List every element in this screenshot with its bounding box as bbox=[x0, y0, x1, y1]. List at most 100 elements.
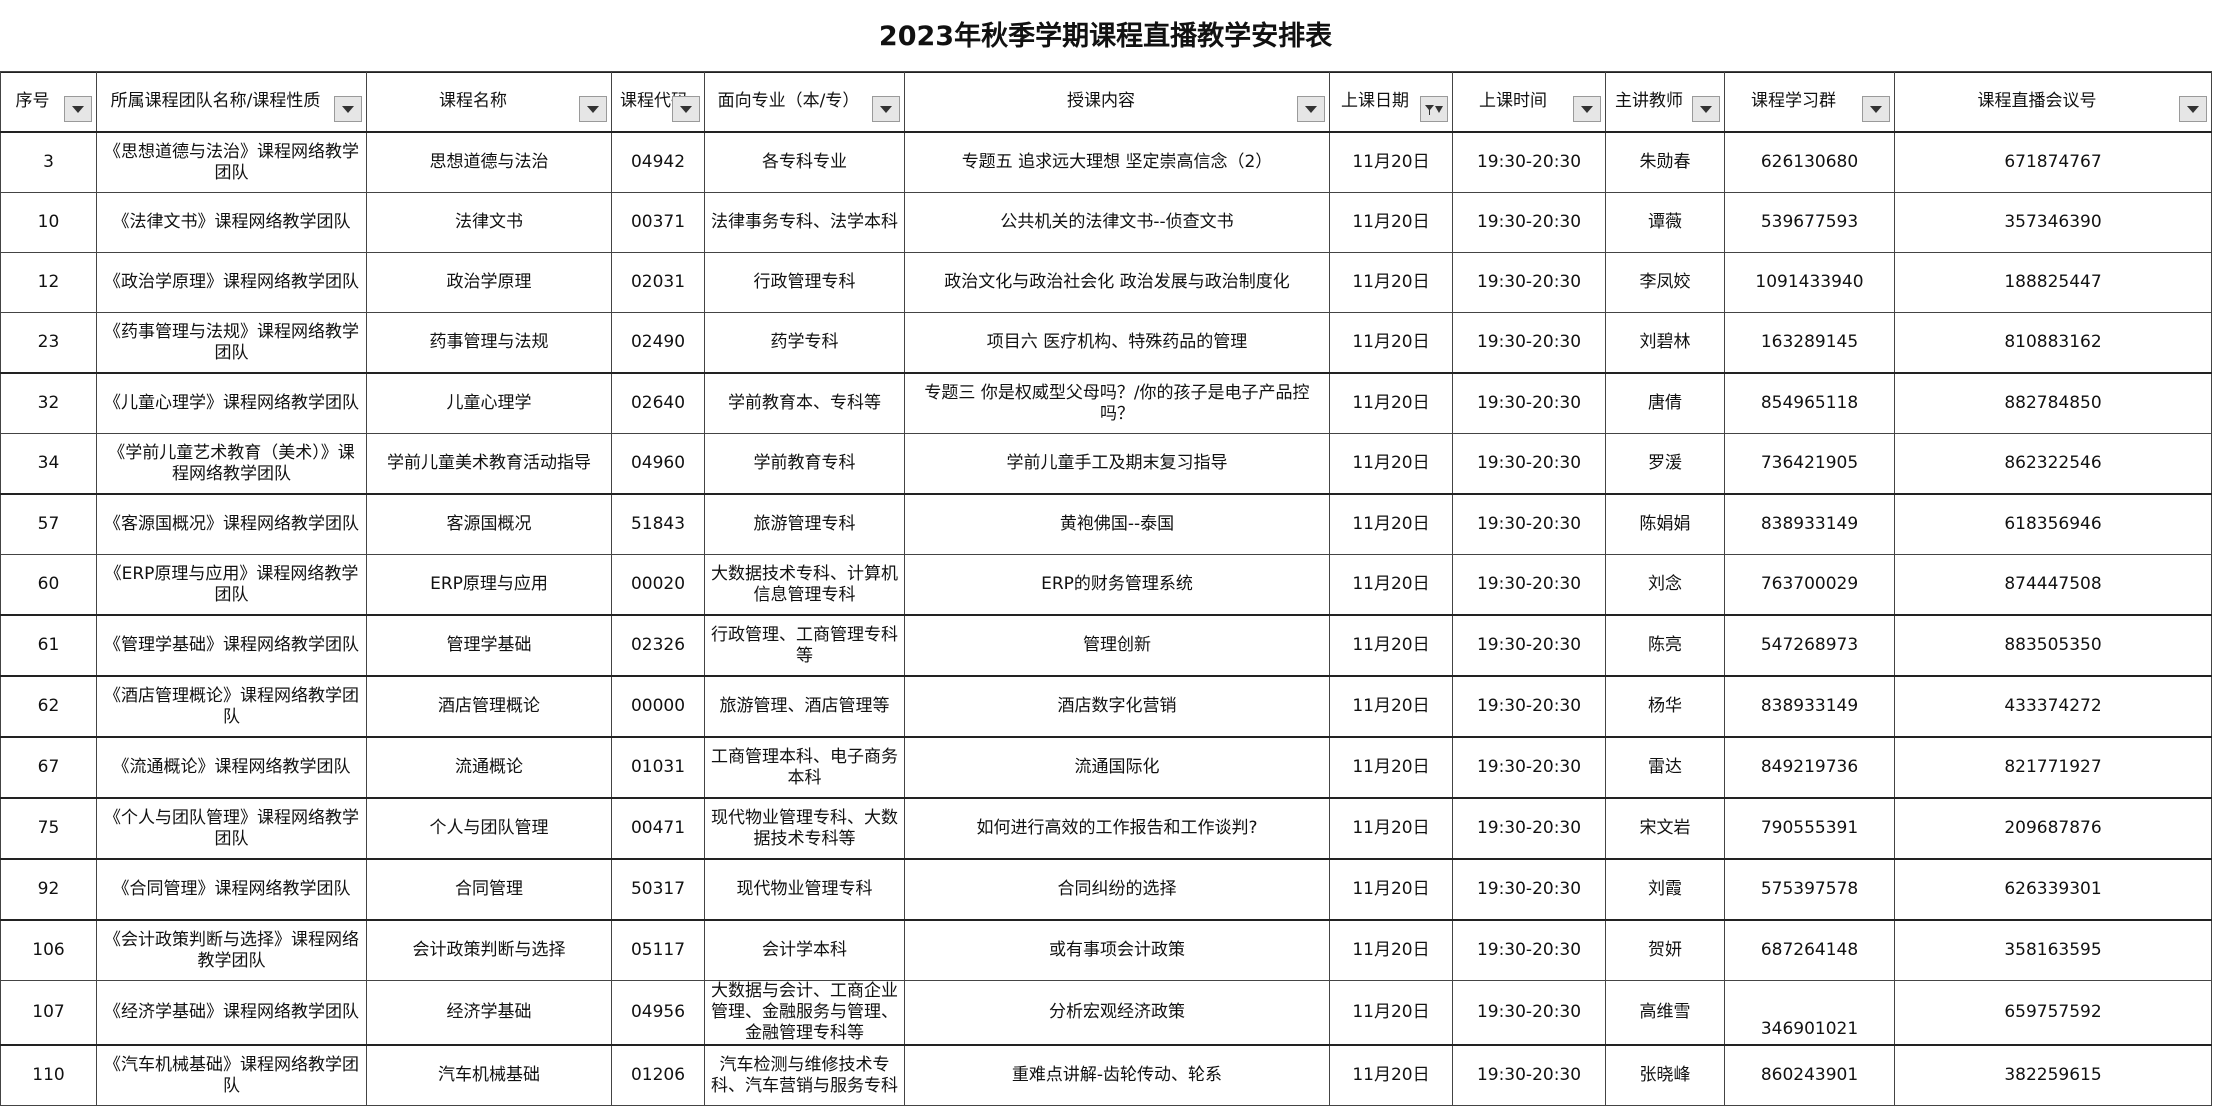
table-cell: 《药事管理与法规》课程网络教学团队 bbox=[96, 312, 367, 374]
table-cell: 547268973 bbox=[1724, 614, 1895, 677]
table-cell: 黄袍佛国--泰国 bbox=[904, 493, 1330, 555]
triangle bbox=[342, 106, 354, 113]
table-cell: 杨华 bbox=[1605, 675, 1725, 738]
table-cell: 药事管理与法规 bbox=[366, 312, 612, 374]
table-cell: 雷达 bbox=[1605, 736, 1725, 799]
table-cell: 838933149 bbox=[1724, 493, 1895, 555]
table-cell: 110 bbox=[0, 1044, 97, 1106]
sheet-title: 2023年秋季学期课程直播教学安排表 bbox=[0, 0, 2211, 73]
table-row: 92 《合同管理》课程网络教学团队 合同管理 50317 现代物业管理专科 合同纠纷的选择… bbox=[0, 858, 2212, 921]
table-cell: 687264148 bbox=[1724, 919, 1895, 981]
table-cell: 会计学本科 bbox=[704, 919, 905, 981]
table-cell: 92 bbox=[0, 858, 97, 921]
table-cell: 736421905 bbox=[1724, 433, 1895, 495]
table-cell: 《管理学基础》课程网络教学团队 bbox=[96, 614, 367, 677]
dropdown-button[interactable] bbox=[1573, 96, 1601, 122]
table-cell: 11月20日 bbox=[1329, 372, 1453, 434]
dropdown-button[interactable] bbox=[1297, 96, 1325, 122]
table-cell: 433374272 bbox=[1894, 675, 2212, 738]
table-row: 107 《经济学基础》课程网络教学团队 经济学基础 04956 大数据与会计、工商企业管… bbox=[0, 980, 2212, 1046]
table-cell: 874447508 bbox=[1894, 554, 2212, 616]
table-row: 12 《政治学原理》课程网络教学团队 政治学原理 02031 行政管理专科 政治文化与政治… bbox=[0, 252, 2212, 313]
table-cell: 51843 bbox=[611, 493, 705, 555]
table-cell: 19:30-20:30 bbox=[1452, 312, 1606, 374]
header-text: 主讲教师 bbox=[1615, 91, 1683, 111]
table-cell: 11月20日 bbox=[1329, 736, 1453, 799]
dropdown-button[interactable] bbox=[64, 96, 92, 122]
header-text: 课程直播会议号 bbox=[1977, 91, 2097, 111]
table-cell: 管理创新 bbox=[904, 614, 1330, 677]
dropdown-button[interactable] bbox=[1862, 96, 1890, 122]
dropdown-button[interactable] bbox=[672, 96, 700, 122]
table-cell: 357346390 bbox=[1894, 192, 2212, 253]
table-cell: 合同管理 bbox=[366, 858, 612, 921]
dropdown-icon bbox=[680, 106, 692, 113]
table-cell: 《思想道德与法治》课程网络教学团队 bbox=[96, 131, 367, 193]
dropdown-icon bbox=[1870, 106, 1882, 113]
table-cell: 合同纠纷的选择 bbox=[904, 858, 1330, 921]
dropdown-icon bbox=[2187, 106, 2199, 113]
table-cell: 19:30-20:30 bbox=[1452, 797, 1606, 860]
table-cell: 11月20日 bbox=[1329, 312, 1453, 374]
table-cell: 药学专科 bbox=[704, 312, 905, 374]
column-header: 课程名称 bbox=[366, 71, 612, 133]
triangle bbox=[2187, 106, 2199, 113]
table-cell: 管理学基础 bbox=[366, 614, 612, 677]
table-cell: 19:30-20:30 bbox=[1452, 131, 1606, 193]
table-cell: 3 bbox=[0, 131, 97, 193]
column-header: 面向专业（本/专） bbox=[704, 71, 905, 133]
table-cell: 810883162 bbox=[1894, 312, 2212, 374]
header-text: 课程名称 bbox=[439, 91, 507, 111]
table-cell: 行政管理、工商管理专科等 bbox=[704, 614, 905, 677]
table-cell: 《经济学基础》课程网络教学团队 bbox=[96, 980, 367, 1046]
table-cell: 00371 bbox=[611, 192, 705, 253]
table-cell: 项目六 医疗机构、特殊药品的管理 bbox=[904, 312, 1330, 374]
table-cell: 75 bbox=[0, 797, 97, 860]
table-cell: 50317 bbox=[611, 858, 705, 921]
dropdown-button[interactable] bbox=[872, 96, 900, 122]
column-header: 主讲教师 bbox=[1605, 71, 1725, 133]
table-cell: 57 bbox=[0, 493, 97, 555]
dropdown-button[interactable] bbox=[334, 96, 362, 122]
table-cell: 04960 bbox=[611, 433, 705, 495]
table-cell: 宋文岩 bbox=[1605, 797, 1725, 860]
table-cell: 163289145 bbox=[1724, 312, 1895, 374]
table-body: 3 《思想道德与法治》课程网络教学团队 思想道德与法治 04942 各专科专业 专题五 追… bbox=[0, 131, 2212, 1106]
table-cell: 现代物业管理专科、大数据技术专科等 bbox=[704, 797, 905, 860]
table-cell: 学前儿童手工及期末复习指导 bbox=[904, 433, 1330, 495]
column-header: 所属课程团队名称/课程性质 bbox=[96, 71, 367, 133]
table-cell: 罗湲 bbox=[1605, 433, 1725, 495]
table-cell: 客源国概况 bbox=[366, 493, 612, 555]
dropdown-button[interactable] bbox=[1692, 96, 1720, 122]
table-cell: 儿童心理学 bbox=[366, 372, 612, 434]
table-cell: 382259615 bbox=[1894, 1044, 2212, 1106]
table-cell: 19:30-20:30 bbox=[1452, 1044, 1606, 1106]
table-cell: 张晓峰 bbox=[1605, 1044, 1725, 1106]
table-cell: 790555391 bbox=[1724, 797, 1895, 860]
header-text: 课程代码 bbox=[620, 91, 688, 111]
dropdown-icon bbox=[880, 106, 892, 113]
table-cell: 626339301 bbox=[1894, 858, 2212, 921]
triangle bbox=[72, 106, 84, 113]
dropdown-button[interactable] bbox=[579, 96, 607, 122]
header-text: 课程学习群 bbox=[1751, 91, 1836, 111]
table-cell: 李凤姣 bbox=[1605, 252, 1725, 313]
table-cell: ERP的财务管理系统 bbox=[904, 554, 1330, 616]
table-cell: 659757592 bbox=[1894, 980, 2212, 1046]
table-cell: 政治学原理 bbox=[366, 252, 612, 313]
table-cell: 19:30-20:30 bbox=[1452, 614, 1606, 677]
dropdown-icon bbox=[1700, 106, 1712, 113]
table-cell: 19:30-20:30 bbox=[1452, 675, 1606, 738]
table-cell: 11月20日 bbox=[1329, 675, 1453, 738]
table-cell: 《儿童心理学》课程网络教学团队 bbox=[96, 372, 367, 434]
table-cell: 209687876 bbox=[1894, 797, 2212, 860]
filter-button[interactable] bbox=[1420, 96, 1448, 122]
dropdown-button[interactable] bbox=[2179, 96, 2207, 122]
table-cell: 32 bbox=[0, 372, 97, 434]
table-cell: 626130680 bbox=[1724, 131, 1895, 193]
dropdown-icon bbox=[587, 106, 599, 113]
dropdown-icon bbox=[342, 106, 354, 113]
table-cell: 19:30-20:30 bbox=[1452, 554, 1606, 616]
header-text: 序号 bbox=[15, 91, 50, 111]
table-cell: 流通国际化 bbox=[904, 736, 1330, 799]
